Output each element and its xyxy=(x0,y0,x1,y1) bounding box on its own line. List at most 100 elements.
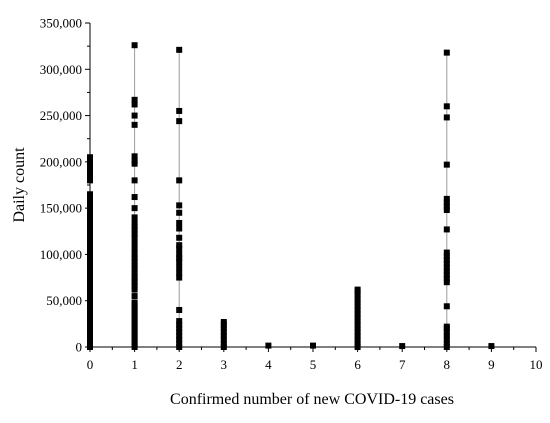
data-point xyxy=(131,205,138,212)
data-point xyxy=(131,240,138,247)
data-point xyxy=(131,266,138,273)
data-point xyxy=(131,251,138,258)
data-point xyxy=(443,260,450,267)
data-point xyxy=(176,234,183,241)
x-tick-label: 1 xyxy=(131,357,138,372)
data-point xyxy=(443,332,450,339)
data-point xyxy=(131,273,138,280)
data-point xyxy=(443,268,450,275)
data-point xyxy=(443,161,450,168)
data-point xyxy=(354,306,361,313)
data-point xyxy=(443,203,450,210)
data-point xyxy=(131,234,138,241)
data-point xyxy=(354,340,361,347)
data-point xyxy=(131,153,138,160)
data-point xyxy=(265,342,272,349)
data-point xyxy=(354,303,361,310)
y-tick-label: 100,000 xyxy=(40,247,82,262)
data-point xyxy=(176,336,183,343)
data-point xyxy=(443,195,450,202)
data-point xyxy=(176,269,183,276)
data-point xyxy=(131,223,138,230)
data-point xyxy=(176,340,183,347)
x-tick-label: 3 xyxy=(221,357,228,372)
data-point xyxy=(131,214,138,221)
x-tick-label: 10 xyxy=(530,357,543,372)
data-point xyxy=(176,251,183,258)
data-point xyxy=(354,310,361,317)
x-tick-label: 0 xyxy=(87,357,94,372)
data-point xyxy=(131,121,138,128)
data-point xyxy=(176,242,183,249)
data-point xyxy=(176,274,183,281)
data-point xyxy=(131,177,138,184)
data-point xyxy=(443,271,450,278)
y-tick-label: 250,000 xyxy=(40,108,82,123)
data-point xyxy=(443,253,450,260)
data-point xyxy=(176,329,183,336)
data-point xyxy=(131,299,138,306)
data-point xyxy=(354,332,361,339)
data-point xyxy=(399,343,406,350)
data-point xyxy=(220,332,227,339)
y-tick-label: 0 xyxy=(76,340,83,355)
data-point xyxy=(443,206,450,213)
data-point xyxy=(176,264,183,271)
data-point xyxy=(131,157,138,164)
data-point xyxy=(443,114,450,121)
data-point xyxy=(443,275,450,282)
data-point xyxy=(443,279,450,286)
data-point xyxy=(131,112,138,119)
data-point xyxy=(176,202,183,209)
y-axis-title: Daily count xyxy=(11,147,28,223)
x-tick-label: 2 xyxy=(176,357,183,372)
x-axis-title: Confirmed number of new COVID-19 cases xyxy=(170,391,454,408)
data-point xyxy=(131,282,138,289)
data-point xyxy=(443,336,450,343)
plot-area xyxy=(87,42,495,350)
data-point xyxy=(176,306,183,313)
data-point xyxy=(220,340,227,347)
data-point xyxy=(443,226,450,233)
data-point xyxy=(176,225,183,232)
data-point xyxy=(176,107,183,114)
data-point xyxy=(220,329,227,336)
data-point xyxy=(176,209,183,216)
data-point xyxy=(443,303,450,310)
data-point xyxy=(354,321,361,328)
data-point xyxy=(443,103,450,110)
data-point xyxy=(354,295,361,302)
data-point xyxy=(488,343,495,350)
data-point xyxy=(443,329,450,336)
data-point xyxy=(354,314,361,321)
data-point xyxy=(131,255,138,262)
data-point xyxy=(176,258,183,265)
data-point xyxy=(131,96,138,103)
data-point xyxy=(443,264,450,271)
data-point xyxy=(131,219,138,226)
data-point xyxy=(131,258,138,265)
data-point xyxy=(176,255,183,262)
y-tick-label: 300,000 xyxy=(40,62,82,77)
data-point xyxy=(176,219,183,226)
data-point xyxy=(354,325,361,332)
data-point xyxy=(131,262,138,269)
data-point xyxy=(220,319,227,326)
data-point xyxy=(131,245,138,252)
data-point xyxy=(354,299,361,306)
y-tick-label: 150,000 xyxy=(40,201,82,216)
y-tick-label: 350,000 xyxy=(40,16,82,31)
data-point xyxy=(354,286,361,293)
y-tick-label: 200,000 xyxy=(40,154,82,169)
data-point xyxy=(131,194,138,201)
data-point xyxy=(443,249,450,256)
data-point xyxy=(443,49,450,56)
data-point xyxy=(443,340,450,347)
y-tick-label: 50,000 xyxy=(46,293,82,308)
x-tick-label: 8 xyxy=(444,357,451,372)
data-point xyxy=(131,269,138,276)
data-point xyxy=(354,318,361,325)
x-tick-label: 5 xyxy=(310,357,317,372)
data-point xyxy=(176,321,183,328)
